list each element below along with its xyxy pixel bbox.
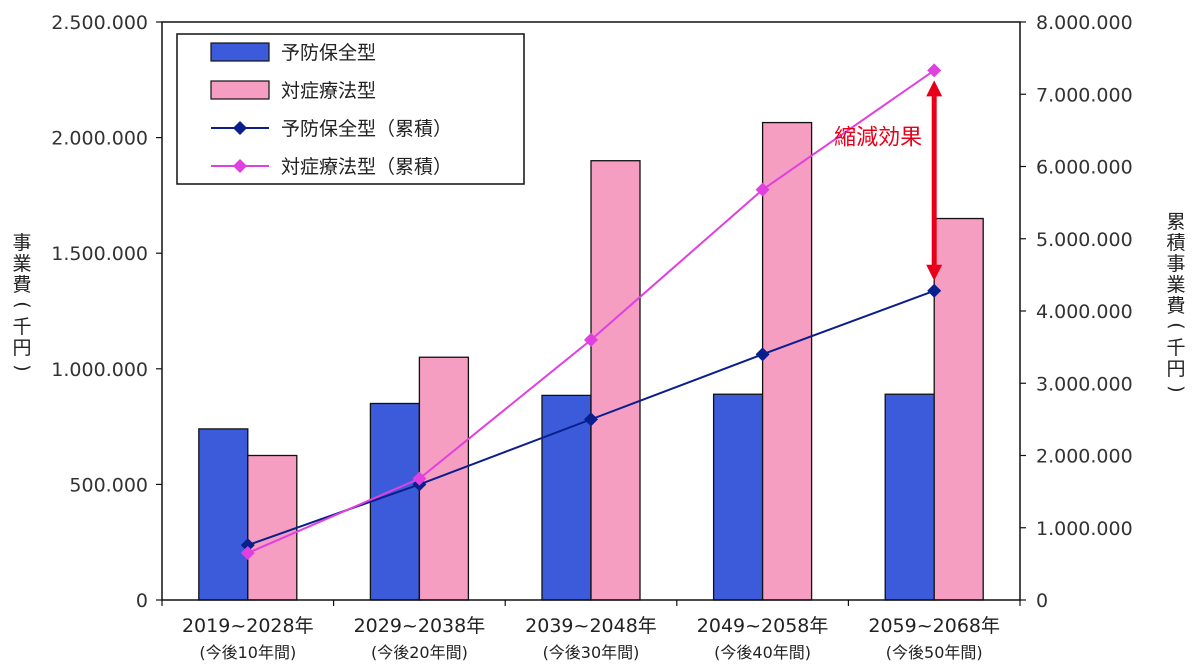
right-tick-label-7: 7.000.000 — [1036, 84, 1133, 106]
left-axis-title-char: 業 — [12, 253, 31, 275]
right-axis-title-char: ) — [1166, 385, 1188, 392]
left-axis-title-char: 円 — [12, 337, 31, 359]
category-label-0: 2019~2028年 — [182, 615, 314, 637]
bars-layer — [198, 121, 984, 601]
bar-symptomatic-3 — [761, 121, 813, 601]
bar-symptomatic-1 — [418, 356, 470, 601]
category-sublabel-4: (今後50年間) — [886, 643, 983, 662]
right-axis-title-char: 費 — [1166, 295, 1185, 317]
lines-layer — [240, 63, 942, 561]
right-axis-title-char: 積 — [1166, 232, 1185, 254]
left-axis-title: 事業費 ( 千円) — [12, 232, 34, 372]
category-label-2: 2039~2048年 — [525, 615, 657, 637]
category-sublabel-0: (今後10年間) — [199, 643, 296, 662]
category-labels: 2019~2028年 (今後10年間) 2029~2038年 (今後20年間) 2039… — [182, 615, 1000, 662]
point-preventive-cumulative-0 — [240, 538, 255, 553]
right-axis-title-char: 円 — [1166, 358, 1185, 380]
right-tick-label-8: 8.000.000 — [1036, 12, 1133, 34]
left-axis-title-char: ) — [12, 364, 34, 371]
reduction-arrow-head-bottom — [926, 264, 943, 281]
legend-label-3: 対症療法型（累積） — [281, 156, 452, 178]
right-axis-title-char: 業 — [1166, 274, 1185, 296]
right-tick-label-4: 4.000.000 — [1036, 301, 1133, 323]
legend-swatch-0 — [210, 42, 270, 62]
point-preventive-cumulative-3 — [755, 347, 770, 362]
category-label-3: 2049~2058年 — [697, 615, 829, 637]
right-tick-label-5: 5.000.000 — [1036, 229, 1133, 251]
point-preventive-cumulative-4 — [927, 283, 942, 298]
right-tick-label-1: 1.000.000 — [1036, 518, 1133, 540]
right-tick-label-3: 3.000.000 — [1036, 373, 1133, 395]
right-tick-label-6: 6.000.000 — [1036, 157, 1133, 179]
point-symptomatic-cumulative-1 — [412, 471, 427, 486]
left-axis-title-char: 費 — [12, 274, 31, 296]
left-axis-title-char: 千 — [12, 316, 31, 338]
right-tick-label-0: 0 — [1036, 590, 1048, 612]
left-tick-label-3: 1.500.000 — [51, 243, 148, 265]
bar-preventive-3 — [712, 393, 764, 601]
point-symptomatic-cumulative-0 — [240, 546, 255, 561]
left-tick-label-1: 500.000 — [69, 474, 148, 496]
legend-label-0: 予防保全型 — [281, 42, 376, 64]
left-tick-label-0: 0 — [136, 590, 148, 612]
right-axis-title-char: ( — [1166, 322, 1188, 329]
legend-marker-2 — [233, 121, 247, 135]
bar-preventive-2 — [541, 394, 592, 601]
left-tick-label-2: 1.000.000 — [51, 359, 148, 381]
category-sublabel-1: (今後20年間) — [371, 643, 468, 662]
ticks-layer: 0 500.000 1.000.000 1.500.000 2.000.000 2.500… — [51, 12, 1132, 612]
left-axis-title-char: 事 — [12, 232, 31, 254]
annotation-layer: 縮減効果 — [834, 80, 943, 281]
right-axis-title-char: 千 — [1166, 337, 1185, 359]
point-preventive-cumulative-2 — [584, 412, 598, 427]
bar-preventive-0 — [198, 428, 249, 601]
right-tick-label-2: 2.000.000 — [1036, 446, 1133, 468]
right-axis-title-char: 累 — [1166, 211, 1185, 233]
annotation-label: 縮減効果 — [834, 126, 922, 151]
left-tick-label-4: 2.000.000 — [51, 128, 148, 150]
category-label-4: 2059~2068年 — [868, 615, 1000, 637]
right-axis-title-char: 事 — [1166, 253, 1185, 275]
legend-swatch-1 — [210, 80, 270, 100]
bar-symptomatic-0 — [247, 454, 298, 601]
legend-marker-3 — [233, 159, 247, 173]
point-symptomatic-cumulative-2 — [584, 332, 598, 347]
bar-preventive-4 — [884, 393, 935, 601]
legend-label-1: 対症療法型 — [281, 80, 376, 102]
category-sublabel-2: (今後30年間) — [543, 643, 640, 662]
category-label-1: 2029~2038年 — [354, 615, 486, 637]
point-symptomatic-cumulative-4 — [927, 63, 942, 78]
bar-symptomatic-2 — [590, 160, 641, 601]
left-tick-label-5: 2.500.000 — [51, 12, 148, 34]
bar-preventive-1 — [369, 402, 421, 601]
category-sublabel-3: (今後40年間) — [714, 643, 811, 662]
bar-symptomatic-4 — [933, 217, 984, 601]
legend-label-2: 予防保全型（累積） — [281, 118, 452, 140]
reduction-arrow-head-top — [926, 80, 943, 97]
left-axis-title-char: ( — [12, 301, 34, 308]
point-symptomatic-cumulative-3 — [755, 182, 770, 197]
